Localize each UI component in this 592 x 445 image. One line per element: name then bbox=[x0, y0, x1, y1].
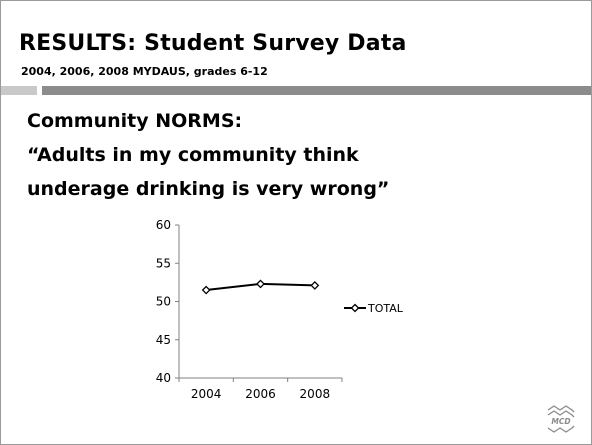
y-tick-label: 60 bbox=[156, 218, 171, 232]
mcd-logo-icon: MCD bbox=[547, 405, 575, 433]
body-heading: Community NORMS: bbox=[27, 110, 243, 132]
y-tick-labels: 60 55 50 45 40 bbox=[156, 218, 171, 385]
title-divider-accent bbox=[1, 86, 37, 95]
legend-marker bbox=[350, 303, 360, 313]
chart-axes bbox=[175, 224, 343, 382]
data-point-marker bbox=[256, 279, 265, 289]
x-tick-label: 2006 bbox=[245, 387, 276, 401]
body-quote-line-1: “Adults in my community think bbox=[27, 144, 359, 166]
y-tick-label: 50 bbox=[156, 295, 171, 309]
x-tick-labels: 2004 2006 2008 bbox=[191, 387, 330, 401]
x-tick-label: 2004 bbox=[191, 387, 222, 401]
y-tick-label: 45 bbox=[156, 333, 171, 347]
legend-label: TOTAL bbox=[367, 302, 404, 315]
y-tick-label: 55 bbox=[156, 256, 171, 270]
title-divider-bar bbox=[42, 86, 591, 95]
slide-subtitle: 2004, 2006, 2008 MYDAUS, grades 6-12 bbox=[21, 65, 268, 78]
body-quote-line-2: underage drinking is very wrong” bbox=[27, 178, 390, 200]
chart-series bbox=[201, 279, 320, 295]
y-tick-label: 40 bbox=[156, 371, 171, 385]
data-point-marker bbox=[310, 281, 320, 290]
x-tick-label: 2008 bbox=[300, 387, 331, 401]
data-point-marker bbox=[201, 285, 211, 295]
slide-title: RESULTS: Student Survey Data bbox=[19, 31, 407, 56]
chart-legend: TOTAL bbox=[344, 302, 404, 315]
logo-text: MCD bbox=[551, 417, 570, 426]
